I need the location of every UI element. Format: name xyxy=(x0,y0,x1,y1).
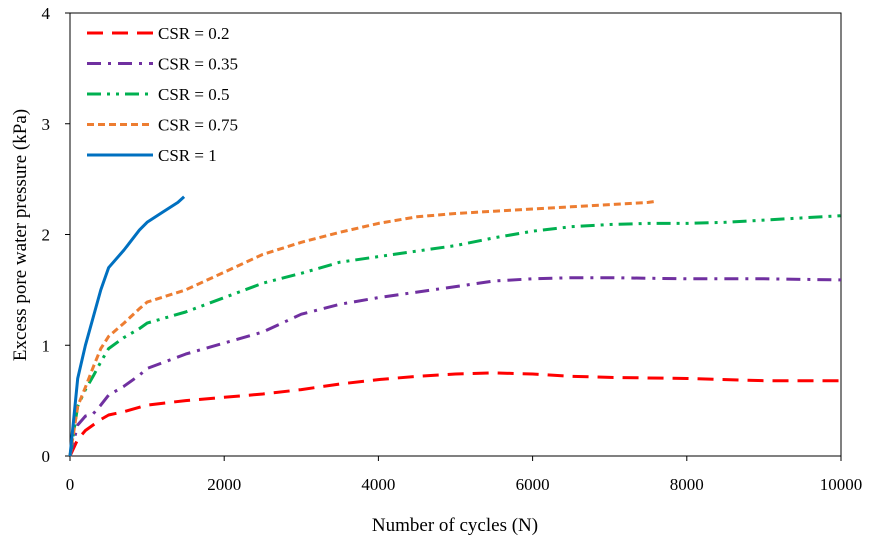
series-line-4 xyxy=(68,199,657,457)
x-tick-label: 10000 xyxy=(820,475,863,494)
y-tick-label: 2 xyxy=(42,226,51,245)
axis-ticks: 0 2000 4000 6000 8000 10000 0 1 2 3 4 xyxy=(42,4,863,494)
legend-label: CSR = 0.35 xyxy=(158,55,238,74)
legend-label: CSR = 0.2 xyxy=(158,24,229,43)
x-tick-label: 2000 xyxy=(207,475,241,494)
series-line-2 xyxy=(68,276,842,457)
legend-label: CSR = 0.75 xyxy=(158,116,238,135)
y-axis-title: Excess pore water pressure (kPa) xyxy=(10,109,31,361)
x-tick-label: 0 xyxy=(66,475,75,494)
series-lines xyxy=(68,195,842,457)
legend-label: CSR = 0.5 xyxy=(158,85,229,104)
plot-area-frame xyxy=(69,12,842,457)
legend: CSR = 0.2 CSR = 0.35 CSR = 0.5 CSR = 0.75 CS… xyxy=(87,24,238,165)
x-tick-label: 4000 xyxy=(361,475,395,494)
series-line-3 xyxy=(68,214,842,457)
y-tick-label: 4 xyxy=(42,4,51,23)
y-tick-label: 1 xyxy=(42,336,51,355)
series-line-1 xyxy=(68,371,841,457)
x-tick-label: 6000 xyxy=(516,475,550,494)
x-tick-label: 8000 xyxy=(670,475,704,494)
series-line-5 xyxy=(68,195,186,457)
y-tick-label: 3 xyxy=(42,115,51,134)
legend-label: CSR = 1 xyxy=(158,146,217,165)
x-axis-title: Number of cycles (N) xyxy=(372,515,538,536)
y-tick-label: 0 xyxy=(42,447,51,466)
